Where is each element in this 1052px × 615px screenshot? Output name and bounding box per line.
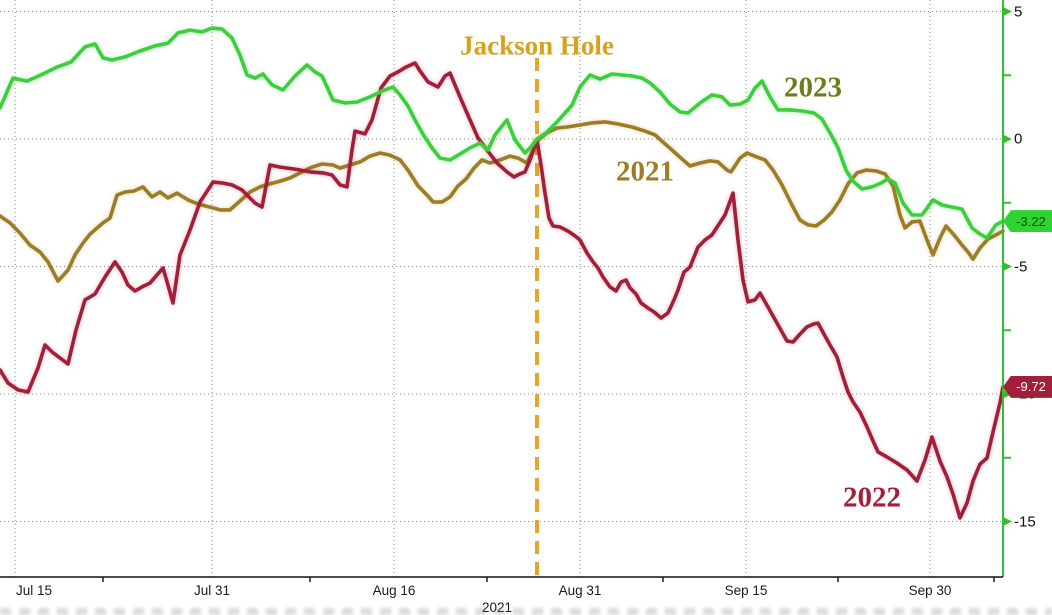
x-axis-tick-label: Sep 30 bbox=[908, 583, 952, 598]
series-line-2023 bbox=[0, 26, 1005, 240]
last-value-2023: -3.22 bbox=[1016, 213, 1046, 229]
y-axis-tick-label: 5 bbox=[1014, 3, 1023, 20]
y-axis-tick-label: -5 bbox=[1014, 258, 1028, 275]
last-value-tag-2023: -3.22 bbox=[1003, 210, 1052, 233]
y-tick-arrow bbox=[1003, 134, 1012, 144]
x-axis-tick-label: Jul 31 bbox=[193, 583, 231, 598]
x-axis-year-label: 2021 bbox=[482, 600, 512, 615]
cropped-text-band bbox=[0, 608, 1052, 615]
x-axis-tick-label: Jul 15 bbox=[15, 583, 53, 598]
series-line-2021 bbox=[0, 120, 1005, 283]
jackson-hole-annotation: Jackson Hole bbox=[460, 30, 614, 61]
series-line-2022 bbox=[0, 61, 1005, 520]
x-axis-tick-label: Sep 15 bbox=[724, 583, 768, 598]
last-value-2022: -9.72 bbox=[1016, 379, 1046, 395]
y-tick-arrow bbox=[1003, 517, 1012, 526]
y-tick-arrow bbox=[1003, 389, 1012, 399]
y-axis-tick-label: -15 bbox=[1014, 513, 1036, 530]
series-label-2023: 2023 bbox=[784, 71, 842, 104]
y-tick-arrow bbox=[1003, 7, 1012, 16]
x-axis-tick-label: Aug 31 bbox=[558, 583, 602, 598]
last-value-tag-2022: -9.72 bbox=[1003, 375, 1052, 398]
series-label-2021: 2021 bbox=[616, 155, 674, 188]
y-axis-tick-label: 0 bbox=[1014, 130, 1023, 148]
series-label-2022: 2022 bbox=[843, 481, 901, 514]
x-axis-tick-label: Aug 16 bbox=[372, 583, 416, 598]
y-tick-arrow bbox=[1003, 262, 1012, 271]
